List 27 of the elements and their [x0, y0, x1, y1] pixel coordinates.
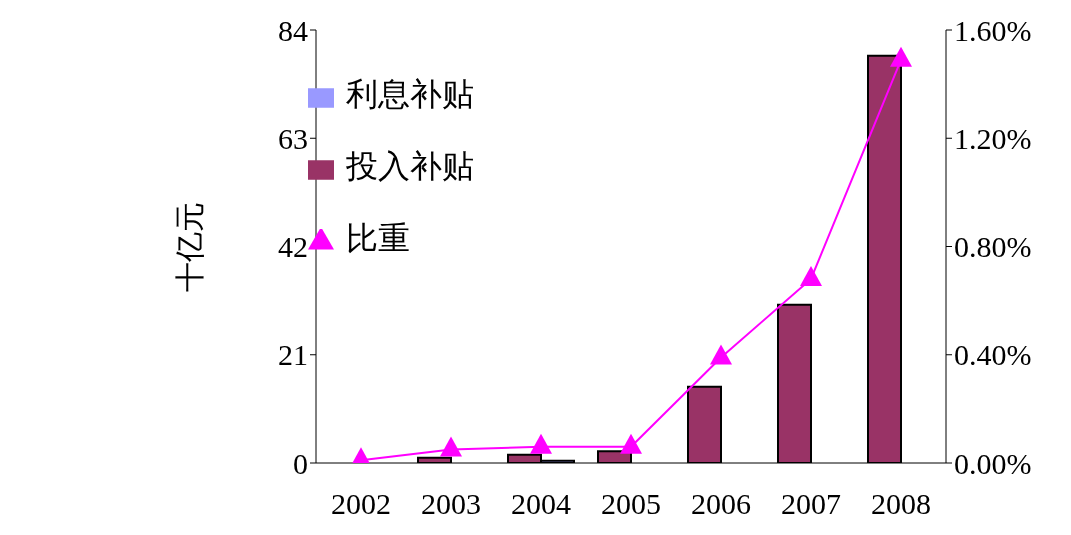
x-tick-label: 2005	[601, 487, 661, 521]
x-tick-label: 2002	[331, 487, 391, 521]
y-tick-label: 0	[293, 446, 308, 480]
point	[890, 46, 912, 67]
point	[440, 436, 462, 457]
y-axis-title: 十亿元	[172, 201, 206, 292]
y2-tick-label: 1.60%	[954, 13, 1032, 47]
x-tick-label: 2007	[781, 487, 841, 521]
point	[710, 344, 732, 365]
legend-label: 投入补贴	[346, 148, 474, 184]
y-tick-label: 21	[278, 338, 308, 372]
x-tick-label: 2003	[421, 487, 481, 521]
y-tick-label: 84	[278, 13, 308, 47]
x-tick-label: 2004	[511, 487, 571, 521]
y-tick-label: 63	[278, 121, 308, 155]
y-tick-label: 42	[278, 230, 308, 264]
y2-tick-label: 0.00%	[954, 446, 1032, 480]
x-tick-label: 2006	[691, 487, 751, 521]
y2-tick-label: 0.80%	[954, 230, 1032, 264]
legend-label: 比重	[346, 220, 410, 256]
legend-label: 利息补贴	[346, 76, 474, 112]
x-tick-label: 2008	[871, 487, 931, 521]
y2-tick-label: 0.40%	[954, 338, 1032, 372]
y2-tick-label: 1.20%	[954, 121, 1032, 155]
point	[800, 265, 822, 286]
point	[530, 433, 552, 454]
point	[620, 433, 642, 454]
